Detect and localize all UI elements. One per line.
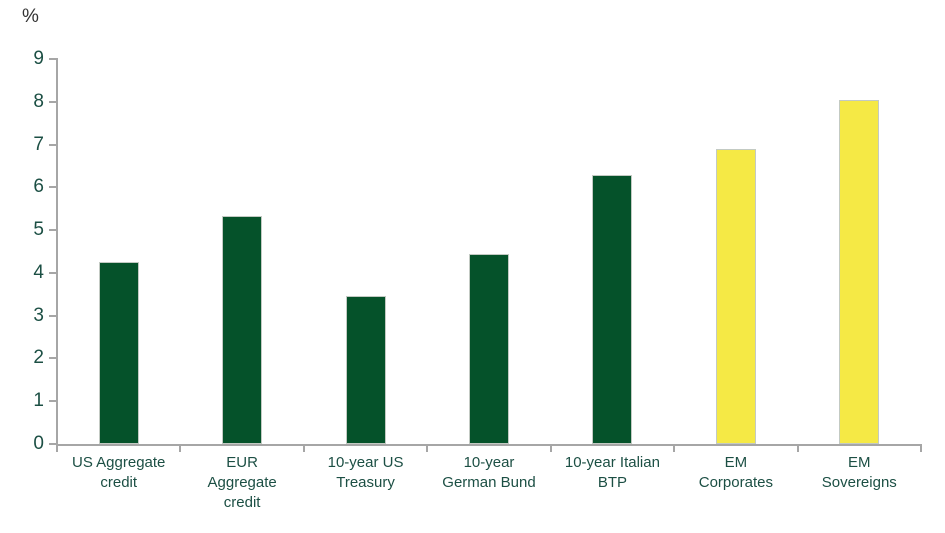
category-label: EM Corporates bbox=[698, 454, 773, 491]
bar-10-year-us-treasury bbox=[345, 296, 386, 444]
x-axis-tick bbox=[426, 444, 429, 452]
y-axis-tick bbox=[49, 271, 57, 274]
bar-10-year-italian-btp bbox=[592, 175, 633, 444]
x-axis-tick bbox=[673, 444, 676, 452]
bar-em-corporates bbox=[715, 148, 756, 444]
category-label: 10-year Italian BTP bbox=[564, 454, 660, 491]
y-axis-tick bbox=[49, 400, 57, 403]
y-axis-tick bbox=[49, 58, 57, 60]
y-axis-tick bbox=[49, 443, 57, 445]
x-axis-tick bbox=[796, 444, 799, 452]
y-axis-tick bbox=[49, 229, 57, 232]
y-axis-tick-label: 2 bbox=[33, 347, 44, 369]
y-axis-tick-label: 3 bbox=[33, 304, 44, 326]
category-label: 10-year US Treasury bbox=[327, 454, 404, 491]
y-axis-tick-label: 6 bbox=[33, 176, 44, 198]
y-axis-tick bbox=[49, 357, 57, 360]
y-axis-tick bbox=[49, 100, 57, 103]
bar-eur-aggregate-credit bbox=[222, 215, 263, 444]
category-label: 10-year German Bund bbox=[442, 454, 536, 491]
bar-em-sovereigns bbox=[839, 99, 880, 444]
x-axis-line bbox=[56, 444, 922, 446]
y-axis-tick-label: 0 bbox=[33, 433, 44, 454]
category-label: US Aggregate credit bbox=[72, 454, 166, 491]
y-axis-tick bbox=[49, 186, 57, 189]
y-axis-line bbox=[56, 58, 58, 446]
y-axis-tick-label: 8 bbox=[33, 90, 44, 112]
x-axis-tick bbox=[920, 444, 922, 452]
category-label: EM Sovereigns bbox=[821, 454, 897, 491]
x-axis-tick bbox=[56, 444, 58, 452]
y-axis-tick-label: 4 bbox=[33, 261, 44, 283]
y-axis-tick-label: 7 bbox=[33, 133, 44, 155]
category-label: EUR Aggregate credit bbox=[207, 454, 277, 511]
y-axis-tick-label: 5 bbox=[33, 219, 44, 241]
y-axis-tick-label: 1 bbox=[33, 390, 44, 412]
x-axis-tick bbox=[549, 444, 552, 452]
y-axis-tick-label: 9 bbox=[33, 48, 44, 69]
y-axis-unit-label: % bbox=[22, 6, 39, 27]
y-axis-tick bbox=[49, 143, 57, 146]
x-axis-tick bbox=[179, 444, 182, 452]
bar-10-year-german-bund bbox=[469, 253, 509, 444]
bar-us-aggregate-credit bbox=[98, 262, 139, 444]
x-axis-tick bbox=[302, 444, 305, 452]
y-axis-tick bbox=[49, 314, 57, 317]
